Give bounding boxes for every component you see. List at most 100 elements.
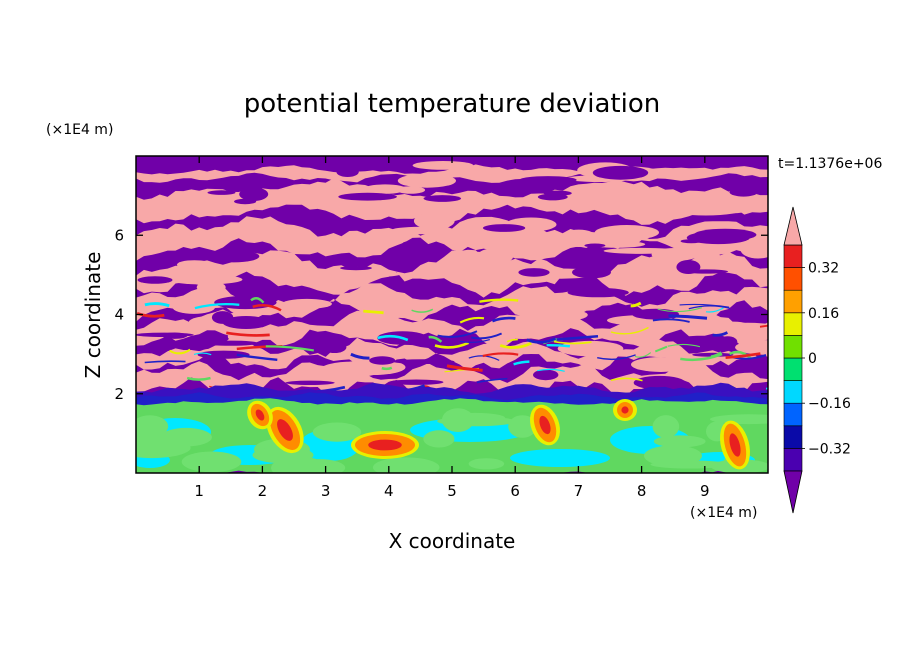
y-tick-label: 2 bbox=[114, 385, 124, 403]
pink-band bbox=[136, 361, 768, 399]
green-patch bbox=[160, 427, 212, 447]
mixing-streak bbox=[652, 318, 690, 323]
purple-patch bbox=[423, 195, 462, 202]
pink-patch bbox=[413, 212, 455, 230]
purple-patch bbox=[718, 336, 738, 348]
mixing-streak bbox=[597, 354, 636, 361]
mixing-streak bbox=[437, 330, 478, 338]
green-patch bbox=[710, 414, 768, 425]
purple-patch bbox=[197, 350, 250, 359]
colorbar-segment bbox=[783, 402, 803, 427]
purple-patch bbox=[567, 287, 629, 298]
purple-patch bbox=[592, 165, 649, 180]
green-patch bbox=[423, 430, 455, 448]
purple-patch bbox=[633, 375, 686, 390]
pink-patch bbox=[557, 340, 624, 357]
mixing-streak bbox=[610, 326, 649, 335]
purple-patch bbox=[137, 276, 173, 284]
mixing-streak bbox=[250, 297, 265, 304]
pink-patch bbox=[366, 307, 400, 324]
purple-patch bbox=[729, 187, 758, 197]
pink-patch bbox=[667, 202, 744, 216]
mixing-streak bbox=[553, 340, 592, 345]
warm-plume bbox=[368, 439, 402, 451]
purple-patch bbox=[692, 352, 734, 357]
pink-patch bbox=[281, 298, 332, 309]
green-patch bbox=[441, 408, 474, 432]
colorbar-segment bbox=[783, 289, 803, 314]
purple-patch bbox=[543, 190, 572, 196]
mixing-streak bbox=[471, 332, 503, 340]
mixing-streak bbox=[236, 353, 278, 361]
x-tick-label: 1 bbox=[194, 482, 204, 500]
pink-patch bbox=[396, 186, 426, 194]
colorbar: 0.32 0.16 0 −0.16 −0.32 bbox=[783, 206, 851, 514]
colorbar-segment bbox=[783, 425, 803, 449]
mixing-streak bbox=[434, 341, 470, 349]
mixing-streak bbox=[476, 377, 508, 384]
pink-patch bbox=[167, 274, 243, 285]
mixing-streak bbox=[657, 307, 702, 313]
pink-patch bbox=[539, 309, 588, 321]
pink-band bbox=[136, 178, 768, 225]
mixing-streak bbox=[537, 368, 565, 372]
mixing-streak bbox=[556, 335, 599, 341]
mixing-streak bbox=[610, 377, 643, 382]
pink-patch bbox=[477, 248, 514, 265]
pink-patch bbox=[363, 184, 407, 194]
mixing-streak bbox=[265, 345, 314, 352]
pink-band bbox=[136, 249, 768, 298]
mixing-streak bbox=[194, 302, 240, 310]
warm-plume bbox=[621, 406, 629, 414]
x-tick-label: 8 bbox=[637, 482, 647, 500]
pink-patch bbox=[517, 248, 552, 257]
colorbar-segment bbox=[783, 244, 803, 268]
mixing-streak bbox=[712, 331, 729, 337]
purple-patch bbox=[389, 379, 444, 385]
mixing-streak bbox=[679, 303, 730, 308]
purple-patch bbox=[400, 241, 418, 254]
pink-patch bbox=[341, 271, 401, 278]
colorbar-segment bbox=[783, 380, 803, 404]
warm-plume bbox=[277, 419, 293, 441]
chart-title: potential temperature deviation bbox=[244, 89, 660, 119]
time-label: t=1.1376e+06 bbox=[778, 156, 882, 172]
mixing-streak bbox=[428, 335, 443, 343]
mixing-streak bbox=[668, 314, 708, 320]
mixing-streak bbox=[728, 350, 752, 360]
pink-band bbox=[136, 337, 768, 372]
pink-band bbox=[136, 216, 768, 262]
green-patch bbox=[181, 451, 242, 473]
purple-patch bbox=[336, 166, 359, 177]
pink-patch bbox=[176, 260, 212, 270]
purple-patch bbox=[369, 356, 396, 365]
mixing-streak bbox=[634, 352, 652, 358]
mixing-streak bbox=[186, 376, 211, 381]
temperature-field bbox=[136, 156, 768, 473]
x-unit-label: (×1E4 m) bbox=[690, 505, 757, 521]
pink-patch bbox=[397, 173, 456, 188]
colorbar-label: 0.16 bbox=[808, 306, 839, 322]
purple-patch bbox=[307, 220, 360, 228]
pink-patch bbox=[483, 235, 551, 253]
pink-band bbox=[136, 309, 768, 349]
purple-patch bbox=[340, 266, 372, 271]
pink-patch bbox=[631, 357, 691, 372]
y-tick-label: 6 bbox=[114, 226, 124, 244]
pink-patch bbox=[603, 247, 679, 254]
x-tick-label: 5 bbox=[447, 482, 457, 500]
mixing-streak bbox=[759, 324, 768, 328]
purple-patch bbox=[676, 260, 701, 274]
green-patch bbox=[136, 415, 169, 438]
mixing-streak bbox=[363, 309, 384, 315]
y-axis-label: Z coordinate bbox=[81, 252, 105, 379]
purple-patch bbox=[208, 250, 260, 263]
purple-patch bbox=[338, 192, 397, 201]
colorbar-segment bbox=[783, 357, 803, 381]
pink-patch bbox=[640, 258, 675, 268]
mixing-streak bbox=[546, 344, 571, 348]
warm-plume bbox=[255, 409, 265, 421]
mixing-streak bbox=[350, 352, 370, 360]
purple-patch bbox=[207, 190, 236, 195]
